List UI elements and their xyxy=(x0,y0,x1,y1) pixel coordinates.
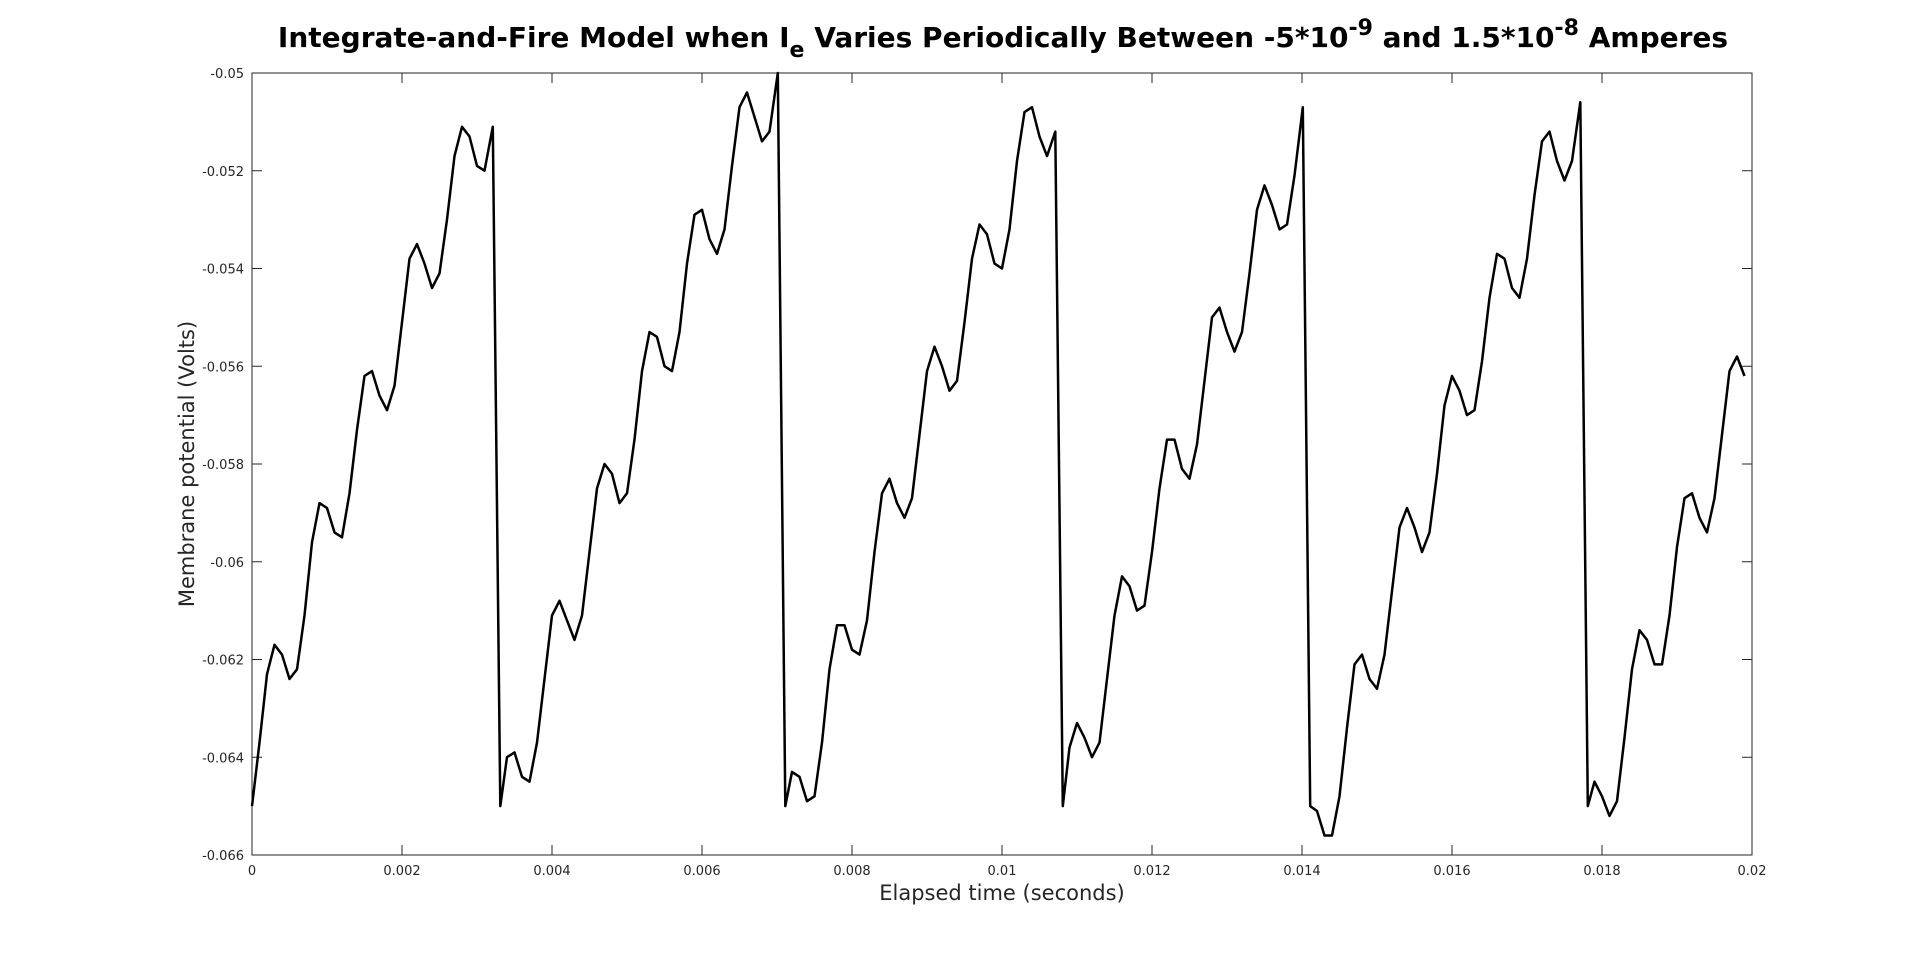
y-tick-label: -0.062 xyxy=(202,654,244,669)
chart-title-part: Varies Periodically Between -5*10 xyxy=(804,21,1348,54)
y-tick-label: -0.052 xyxy=(202,165,244,180)
y-tick-labels: -0.066 -0.064 -0.062 -0.06 -0.058 -0.056 -0.05… xyxy=(202,67,244,864)
x-tick-label: 0.004 xyxy=(533,864,570,879)
x-tick-label: 0.016 xyxy=(1433,864,1470,879)
x-tick-label: 0.002 xyxy=(383,864,420,879)
y-tick-label: -0.066 xyxy=(202,849,244,864)
y-tick-label: -0.05 xyxy=(210,67,244,82)
x-tick-label: 0.012 xyxy=(1133,864,1170,879)
y-tick-label: -0.064 xyxy=(202,751,244,766)
x-tick-label: 0 xyxy=(248,864,256,879)
x-tick-label: 0.008 xyxy=(833,864,870,879)
chart-title: Integrate-and-Fire Model when Ie Varies … xyxy=(278,16,1728,63)
y-tick-label: -0.054 xyxy=(202,263,244,278)
x-tick-label: 0.018 xyxy=(1583,864,1620,879)
y-axis-label: Membrane potential (Volts) xyxy=(175,321,199,607)
x-axis-label: Elapsed time (seconds) xyxy=(879,881,1125,905)
chart-title-part: -8 xyxy=(1555,16,1579,41)
series-line-membrane-potential xyxy=(250,71,1746,837)
x-tick-label: 0.01 xyxy=(988,864,1017,879)
x-tick-label: 0.014 xyxy=(1283,864,1320,879)
y-tick-label: -0.056 xyxy=(202,360,244,375)
y-tick-label: -0.058 xyxy=(202,458,244,473)
y-tick-label: -0.06 xyxy=(210,556,244,571)
chart-title-part: Integrate-and-Fire Model when I xyxy=(278,21,790,54)
x-tick-labels: 0 0.002 0.004 0.006 0.008 0.01 0.012 0.014 0.016… xyxy=(248,864,1767,879)
chart-title-part: -9 xyxy=(1348,16,1372,41)
plot-area xyxy=(251,72,1753,856)
chart-title-part: e xyxy=(790,38,805,63)
chart-title-part: and 1.5*10 xyxy=(1373,21,1555,54)
x-tick-label: 0.006 xyxy=(683,864,720,879)
x-tick-label: 0.02 xyxy=(1738,864,1767,879)
chart-title-part: Amperes xyxy=(1579,21,1728,54)
